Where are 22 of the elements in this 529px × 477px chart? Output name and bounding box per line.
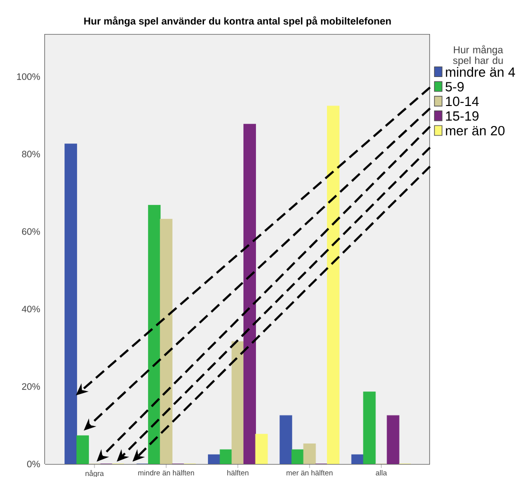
bar (148, 204, 161, 464)
legend-label: 10-14 (446, 96, 479, 106)
legend-label: 5-9 (446, 82, 464, 92)
y-tick-label: 60% (22, 228, 40, 235)
legend-label: mer än 20 (446, 126, 505, 136)
bar (208, 454, 220, 464)
legend-title: Hur många spel har du (453, 45, 504, 66)
y-tick-label: 0% (27, 460, 40, 468)
y-tick-label: 80% (22, 150, 40, 158)
legend-label: mindre än 4 (446, 67, 516, 77)
y-tick-label: 20% (22, 383, 40, 390)
bar (363, 392, 376, 464)
y-tick-label: 100% (17, 73, 40, 80)
y-tick-label: 40% (22, 306, 40, 312)
bar (64, 144, 78, 464)
chart-title: Hur många spel använder du kontra antal spel på mobiltelefonen (84, 16, 391, 27)
bar (351, 454, 364, 464)
bar (291, 449, 304, 464)
legend-label: 15-19 (446, 111, 479, 121)
bar (76, 435, 89, 464)
bar (220, 449, 232, 464)
bar (280, 415, 292, 464)
